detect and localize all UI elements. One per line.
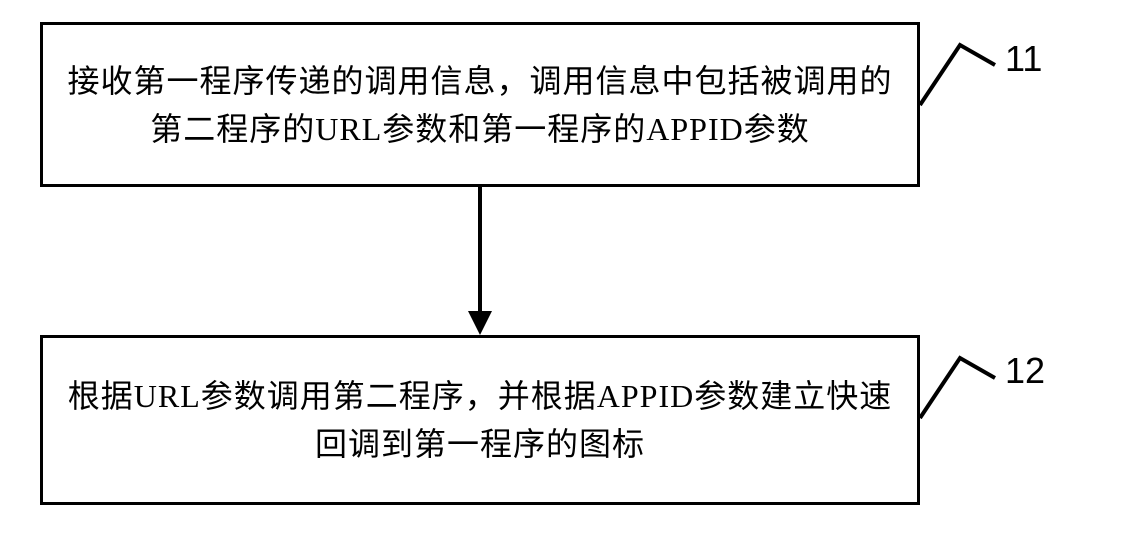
- step-2-text: 根据URL参数调用第二程序，并根据APPID参数建立快速回调到第一程序的图标: [63, 372, 897, 468]
- flowchart-step-2: 根据URL参数调用第二程序，并根据APPID参数建立快速回调到第一程序的图标: [40, 335, 920, 505]
- flowchart-container: 接收第一程序传递的调用信息，调用信息中包括被调用的第二程序的URL参数和第一程序…: [0, 0, 1130, 553]
- flowchart-step-1: 接收第一程序传递的调用信息，调用信息中包括被调用的第二程序的URL参数和第一程序…: [40, 22, 920, 187]
- step-1-text: 接收第一程序传递的调用信息，调用信息中包括被调用的第二程序的URL参数和第一程序…: [63, 57, 897, 153]
- label-1-connector: [920, 40, 1000, 110]
- step-1-label: 11: [1005, 38, 1042, 80]
- step-2-label: 12: [1005, 350, 1045, 392]
- arrow-head-icon: [468, 311, 492, 335]
- flowchart-arrow-1: [478, 187, 482, 335]
- label-2-connector: [920, 353, 1000, 423]
- arrow-line: [478, 187, 482, 311]
